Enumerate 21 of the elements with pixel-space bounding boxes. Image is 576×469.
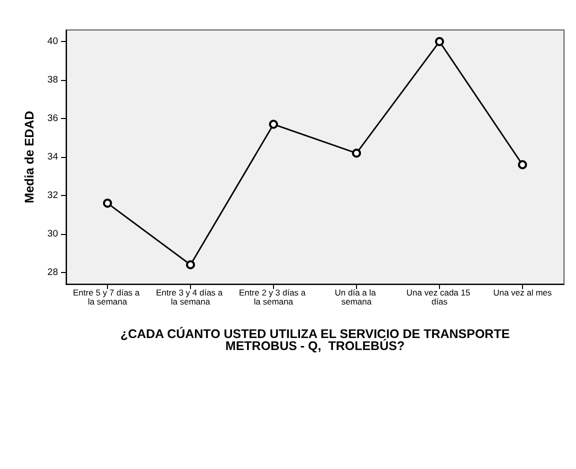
y-tick-label: 32 bbox=[47, 190, 58, 201]
x-tick-label: Un día a la semana bbox=[334, 288, 378, 306]
y-axis-title: Media de EDAD bbox=[22, 110, 36, 204]
point bbox=[269, 120, 278, 129]
x-tick-label: Entre 5 y 7 días a la semana bbox=[73, 288, 142, 306]
point bbox=[103, 198, 112, 208]
y-tick-label: 30 bbox=[47, 228, 58, 240]
point bbox=[435, 37, 444, 46]
x-axis-title: ¿CADA CÚANTO USTED UTILIZA EL SERVICIO DE TRANSPORTE METROBUS - Q, TROLEBÚS? bbox=[120, 326, 510, 353]
point bbox=[518, 160, 527, 170]
y-tick-label: 40 bbox=[47, 36, 58, 48]
y-tick-label: 28 bbox=[47, 266, 58, 278]
x-tick-label: Una vez al mes bbox=[493, 288, 552, 298]
point bbox=[186, 260, 195, 270]
y-tick-label: 34 bbox=[47, 152, 58, 162]
y-tick-label: 36 bbox=[47, 113, 58, 124]
point bbox=[352, 148, 361, 158]
x-tick-label: Una vez cada 15 días bbox=[406, 288, 473, 306]
y-tick-label: 38 bbox=[47, 74, 58, 86]
x-tick-label: Entre 3 y 4 días a la semana bbox=[156, 288, 225, 306]
x-tick-label: Entre 2 y 3 días a la semana bbox=[239, 288, 308, 306]
